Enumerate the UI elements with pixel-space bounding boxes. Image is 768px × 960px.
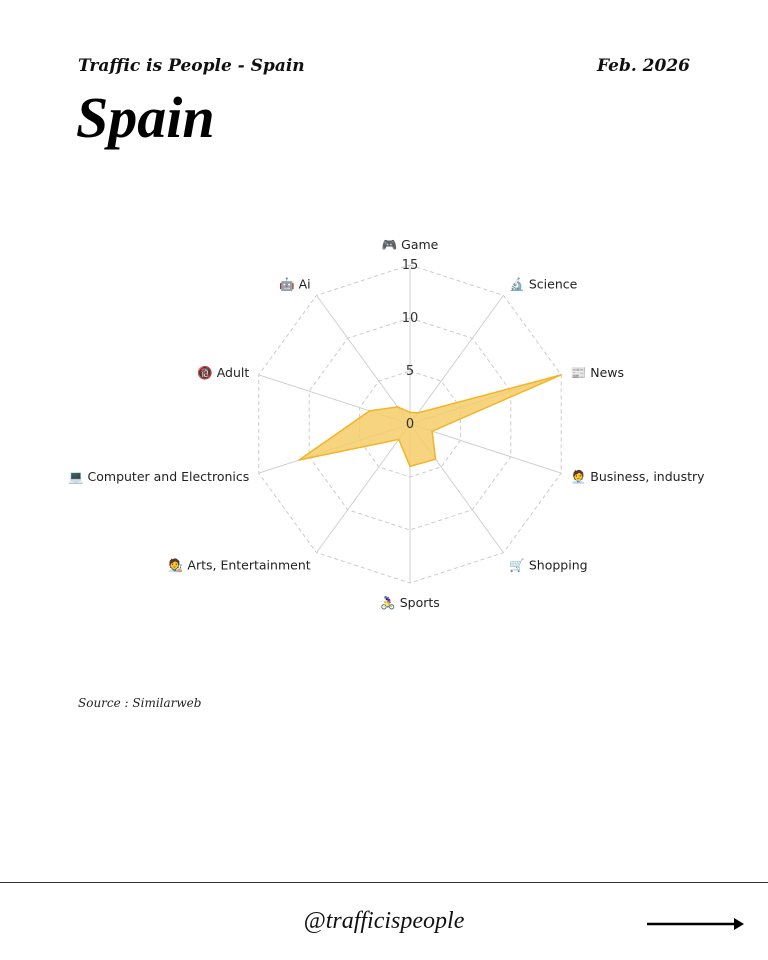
category-label: 🧑‍🎨 Arts, Entertainment [168, 558, 311, 573]
category-label: 🔞 Adult [197, 365, 249, 380]
source-note: Source : Similarweb [78, 696, 202, 710]
axis-line [409, 423, 562, 474]
radar-chart: 0 5 10 15 🎮 Game 🔬 Science 📰 News 🧑‍💼 Business,… [68, 237, 705, 610]
tick-label: 10 [402, 311, 419, 326]
data-point [434, 458, 437, 460]
next-arrow-icon[interactable] [646, 916, 746, 932]
tick-label: 15 [402, 258, 419, 273]
subtitle: Traffic is People - Spain [78, 56, 305, 76]
data-point [417, 412, 419, 414]
social-handle[interactable]: @trafficispeople [303, 908, 465, 934]
category-label: 🧑‍💼 Business, industry [571, 469, 705, 484]
tick-label: 5 [406, 364, 414, 379]
date: Feb. 2026 [597, 56, 690, 76]
data-point [396, 406, 399, 408]
data-area [298, 374, 562, 468]
axis-line [316, 423, 411, 553]
data-point [560, 374, 563, 376]
category-label: 📰 News [571, 365, 624, 380]
axis-line [409, 295, 504, 425]
axis-line [316, 295, 411, 425]
divider [0, 882, 768, 883]
category-label: 💻 Computer and Electronics [68, 469, 249, 484]
data-point [368, 410, 371, 412]
category-label: 🎮 Game [382, 237, 439, 252]
category-label: 🛒 Shopping [509, 558, 587, 573]
category-label: 🤖 Ai [279, 276, 311, 291]
data-point [409, 411, 411, 414]
page-title: Spain [76, 85, 215, 150]
data-point [397, 438, 400, 441]
data-point [409, 465, 411, 468]
data-point [431, 430, 433, 433]
category-label: 🚴‍♀️ Sports [380, 595, 440, 610]
category-label: 🔬 Science [509, 276, 577, 291]
data-point [298, 459, 300, 461]
tick-label: 0 [406, 417, 414, 432]
